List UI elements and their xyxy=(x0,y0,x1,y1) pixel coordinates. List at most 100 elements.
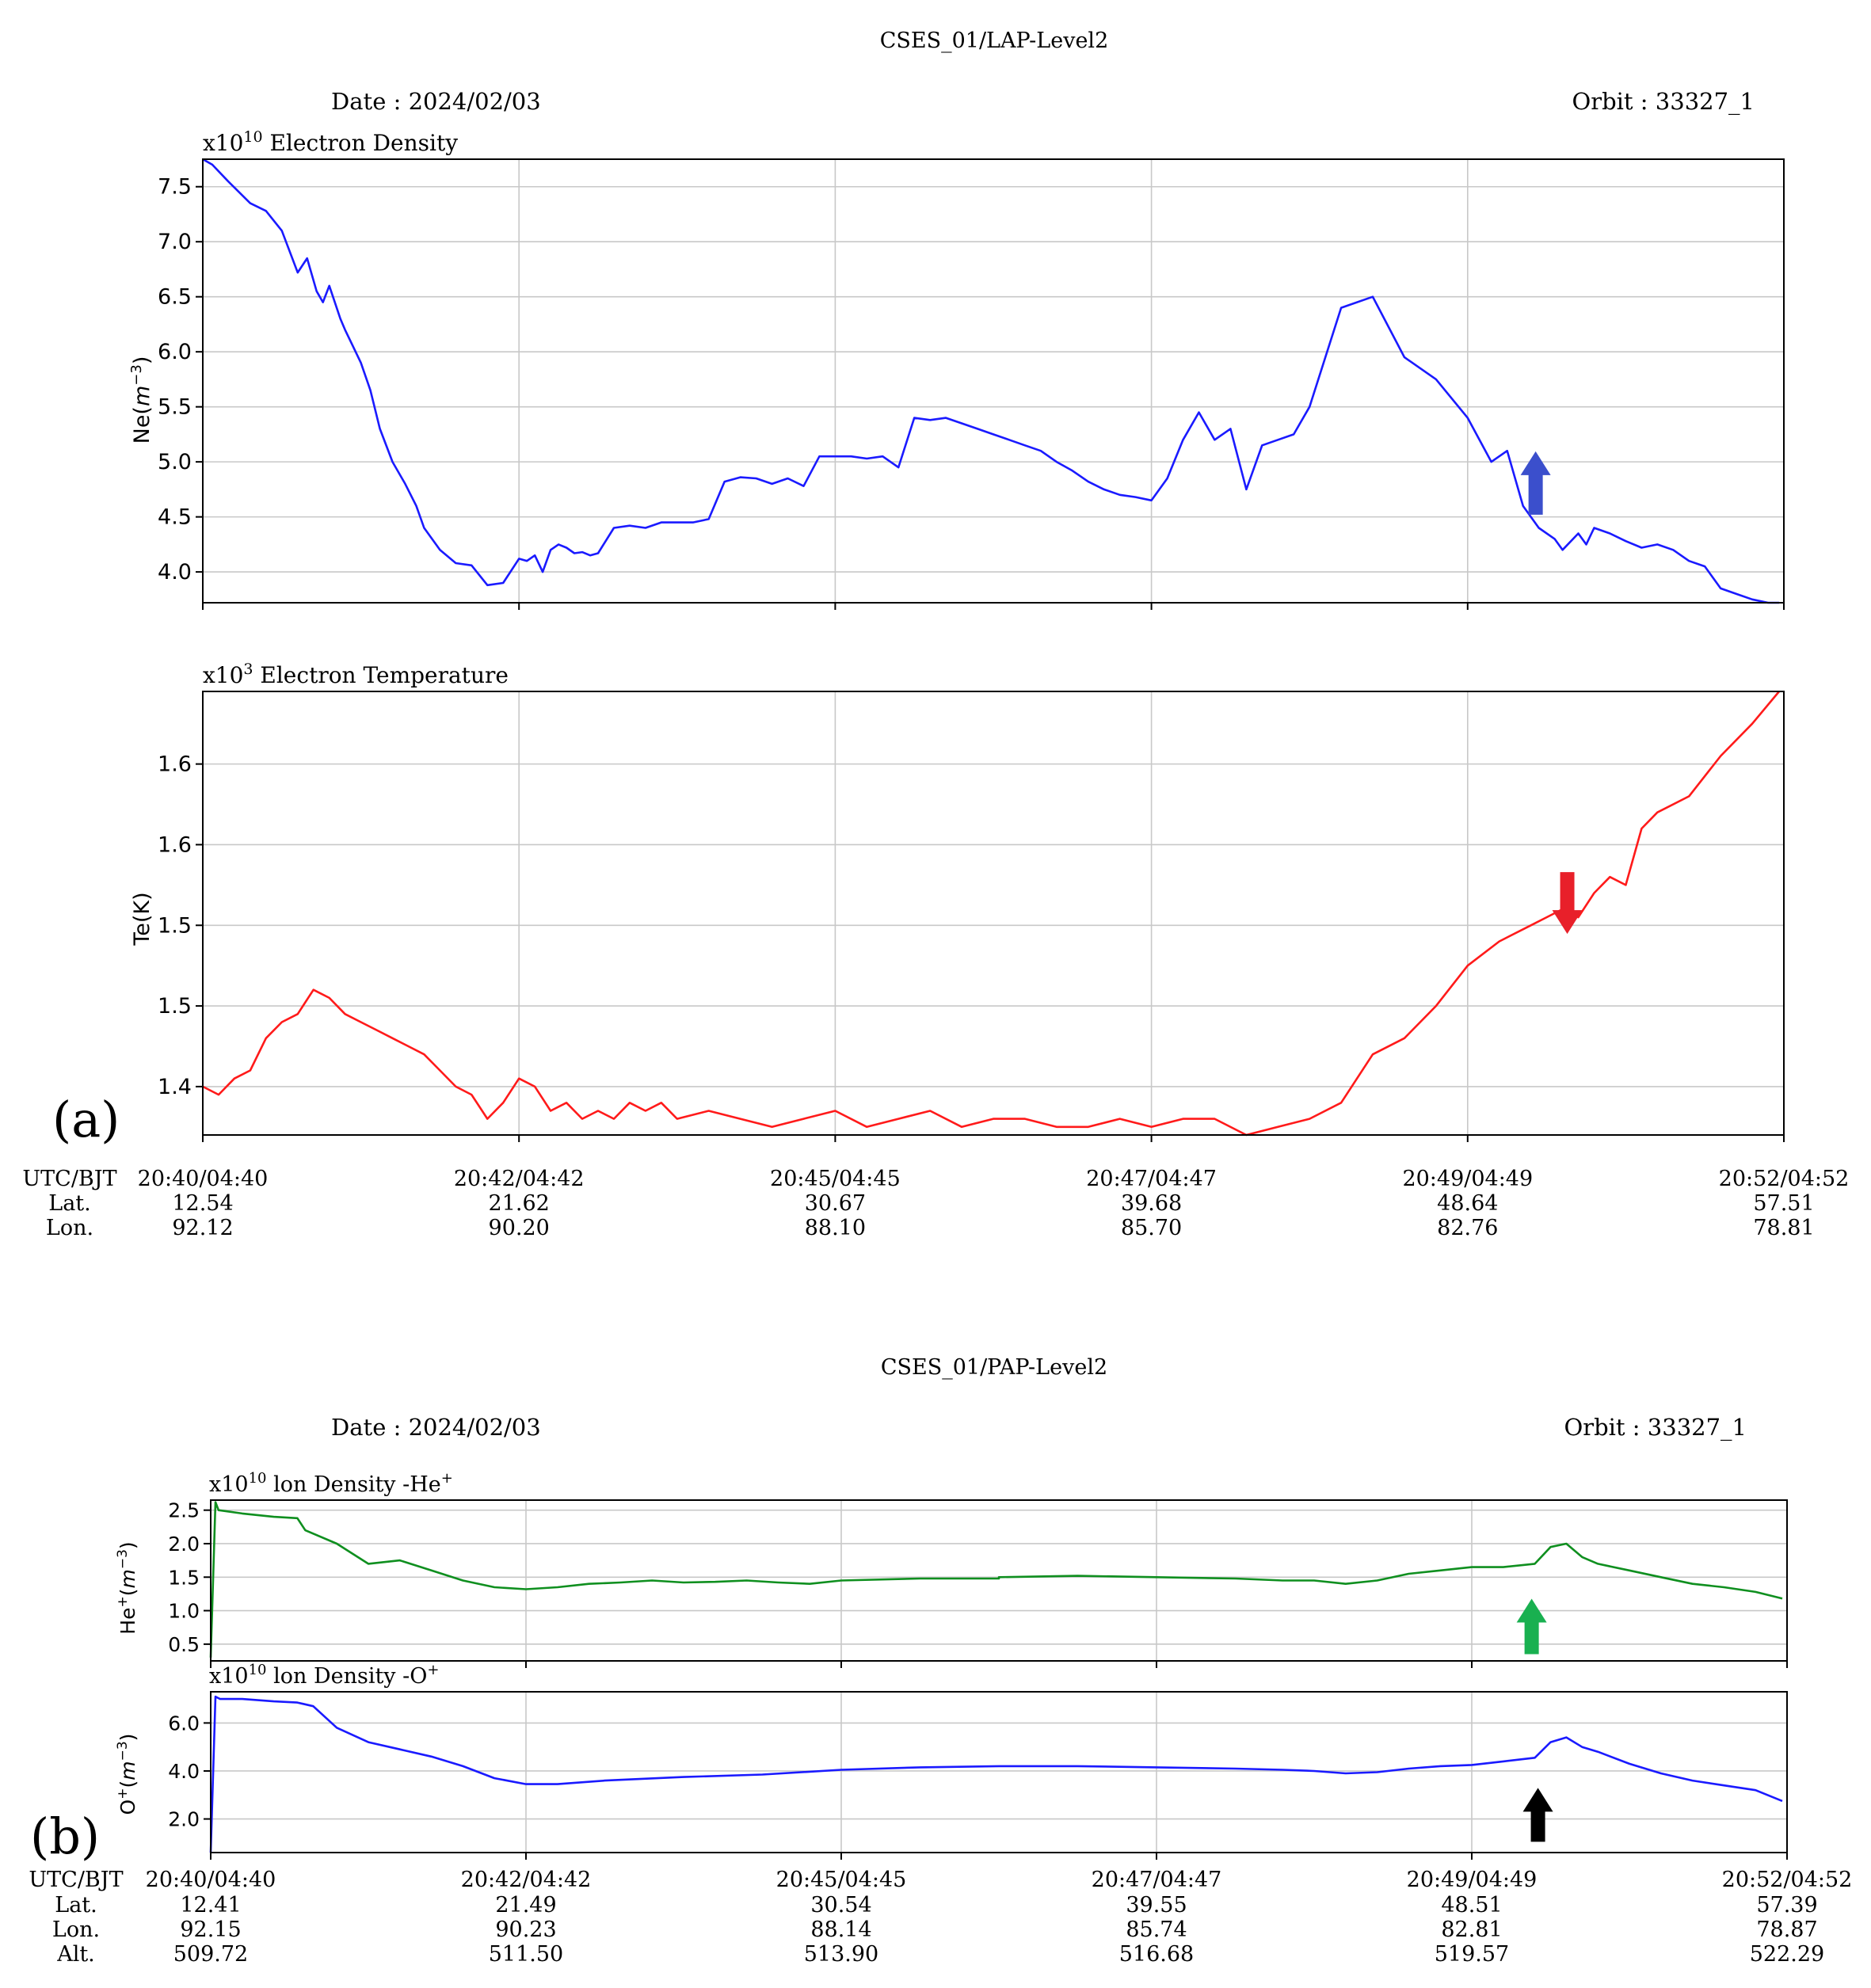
footer-lon-value: 82.81 xyxy=(1441,1918,1502,1942)
y-tick-label: 2.5 xyxy=(168,1499,200,1522)
he-ion-density-ylabel: He+(m−3) xyxy=(115,1541,139,1634)
footer-lon-value: 85.70 xyxy=(1121,1216,1182,1240)
footer-times-value: 20:45/04:45 xyxy=(770,1167,901,1191)
footer-lat-value: 30.54 xyxy=(810,1893,871,1918)
y-tick-label: 1.6 xyxy=(158,832,192,857)
footer-lon-value: 88.14 xyxy=(810,1918,871,1942)
footer-lon-value: 78.87 xyxy=(1756,1918,1817,1942)
figure-b-title: CSES_01/PAP-Level2 xyxy=(881,1355,1107,1380)
footer-lon-value: 90.20 xyxy=(489,1216,550,1240)
electron-density-title: x1010 Electron Density xyxy=(203,128,458,156)
footer-times-value: 20:42/04:42 xyxy=(454,1167,585,1191)
footer-alt-value: 513.90 xyxy=(804,1942,878,1967)
footer-lat-value: 39.55 xyxy=(1126,1893,1187,1918)
y-tick-label: 1.4 xyxy=(158,1075,192,1099)
footer-times-value: 20:47/04:47 xyxy=(1086,1167,1217,1191)
footer-lon-value: 92.15 xyxy=(180,1918,241,1942)
footer-lat-value: 48.64 xyxy=(1437,1191,1498,1216)
annotation-arrow xyxy=(1520,451,1551,515)
footer-lat-value: 21.62 xyxy=(489,1191,550,1216)
o-ion-density-panel: x1010 lon Density -O+ O+(m−3) (b) 2.0 4.0… xyxy=(30,1662,1788,1865)
electron-temperature-title: x103 Electron Temperature xyxy=(203,661,509,688)
footer-lat-value: 12.41 xyxy=(180,1893,241,1918)
footer-lon-value: 92.12 xyxy=(172,1216,233,1240)
footer-b-label-alt: Alt. xyxy=(56,1942,95,1967)
annotation-arrow xyxy=(1522,1788,1553,1842)
y-tick-label: 6.0 xyxy=(168,1712,200,1735)
footer-b-label-lat: Lat. xyxy=(55,1893,97,1918)
o-ion-density-ylabel: O+(m−3) xyxy=(115,1734,139,1815)
figure-b-orbit: Orbit : 33327_1 xyxy=(1564,1414,1747,1441)
footer-alt-value: 509.72 xyxy=(173,1942,248,1967)
footer-times-value: 20:47/04:47 xyxy=(1092,1868,1222,1892)
footer-a-label-lat: Lat. xyxy=(48,1191,90,1216)
footer-times-value: 20:52/04:52 xyxy=(1719,1167,1850,1191)
footer-lon-value: 90.23 xyxy=(495,1918,556,1942)
plot-frame xyxy=(202,158,1785,604)
footer-alt-value: 511.50 xyxy=(489,1942,563,1967)
plot-frame xyxy=(210,1691,1788,1853)
figure-a-title: CSES_01/LAP-Level2 xyxy=(880,29,1109,53)
y-tick-label: 1.6 xyxy=(158,752,192,777)
footer-lon-value: 78.81 xyxy=(1753,1216,1814,1240)
y-tick-label: 1.5 xyxy=(168,1566,200,1589)
y-tick-label: 0.5 xyxy=(168,1633,200,1656)
footer-alt-value: 519.57 xyxy=(1435,1942,1509,1967)
footer-a-label-utc: UTC/BJT xyxy=(22,1167,116,1191)
panel-label-b: (b) xyxy=(30,1807,100,1865)
series-line xyxy=(202,158,1779,604)
footer-lon-value: 82.76 xyxy=(1437,1216,1498,1240)
footer-times-value: 20:42/04:42 xyxy=(461,1868,592,1892)
figure-a-date: Date : 2024/02/03 xyxy=(331,88,541,115)
figure-a-orbit: Orbit : 33327_1 xyxy=(1572,88,1755,116)
footer-times-value: 20:40/04:40 xyxy=(146,1868,276,1892)
plot-frame xyxy=(210,1499,1788,1662)
footer-alt-value: 516.68 xyxy=(1119,1942,1194,1967)
electron-temperature-panel: x103 Electron Temperature Te(K) (a) 1.4 1… xyxy=(52,661,1785,1148)
y-tick-label: 1.0 xyxy=(168,1600,200,1623)
footer-lat-value: 12.54 xyxy=(172,1191,233,1216)
figure-b-date: Date : 2024/02/03 xyxy=(331,1414,541,1441)
footer-times-value: 20:49/04:49 xyxy=(1407,1868,1538,1892)
y-tick-label: 4.0 xyxy=(168,1760,200,1783)
he-ion-density-title: x1010 lon Density -He+ xyxy=(209,1470,453,1497)
footer-lat-value: 57.39 xyxy=(1756,1893,1817,1918)
series-line xyxy=(202,691,1780,1137)
y-tick-label: 2.0 xyxy=(168,1808,200,1831)
y-tick-label: 5.5 xyxy=(158,395,192,420)
footer-lat-value: 48.51 xyxy=(1441,1893,1502,1918)
y-tick-label: 7.5 xyxy=(158,175,192,200)
o-ion-density-title: x1010 lon Density -O+ xyxy=(209,1662,440,1689)
y-tick-label: 2.0 xyxy=(168,1533,200,1556)
y-tick-label: 1.5 xyxy=(158,994,192,1019)
y-tick-label: 5.0 xyxy=(158,450,192,474)
y-tick-label: 6.5 xyxy=(158,285,192,310)
series-line xyxy=(209,1695,1783,1853)
series-line xyxy=(209,1501,1783,1658)
footer-a-label-lon: Lon. xyxy=(46,1216,93,1240)
panel-label-a: (a) xyxy=(52,1091,120,1148)
footer-alt-value: 522.29 xyxy=(1750,1942,1824,1967)
y-tick-label: 4.0 xyxy=(158,560,192,585)
y-tick-label: 6.0 xyxy=(158,340,192,364)
footer-b-label-lon: Lon. xyxy=(52,1918,100,1942)
y-tick-label: 1.5 xyxy=(158,913,192,938)
annotation-arrow xyxy=(1516,1598,1547,1655)
footer-lon-value: 85.74 xyxy=(1126,1918,1187,1942)
plot-frame xyxy=(202,691,1785,1136)
footer-times-value: 20:52/04:52 xyxy=(1722,1868,1853,1892)
electron-temperature-ylabel: Te(K) xyxy=(130,892,154,946)
footer-b-label-utc: UTC/BJT xyxy=(29,1868,123,1892)
he-ion-density-panel: x1010 lon Density -He+ He+(m−3) 0.5 1.0 1.… xyxy=(115,1470,1788,1668)
y-tick-label: 4.5 xyxy=(158,505,192,530)
electron-density-panel: x1010 Electron Density Ne(m−3) 4.0 4.5 5.0… xyxy=(128,128,1785,610)
footer-times-value: 20:45/04:45 xyxy=(776,1868,907,1892)
footer-lon-value: 88.10 xyxy=(805,1216,866,1240)
footer-times-value: 20:49/04:49 xyxy=(1402,1167,1533,1191)
annotation-arrow xyxy=(1552,872,1583,935)
footer-lat-value: 57.51 xyxy=(1753,1191,1814,1216)
footer-times-value: 20:40/04:40 xyxy=(138,1167,269,1191)
footer-lat-value: 39.68 xyxy=(1121,1191,1182,1216)
